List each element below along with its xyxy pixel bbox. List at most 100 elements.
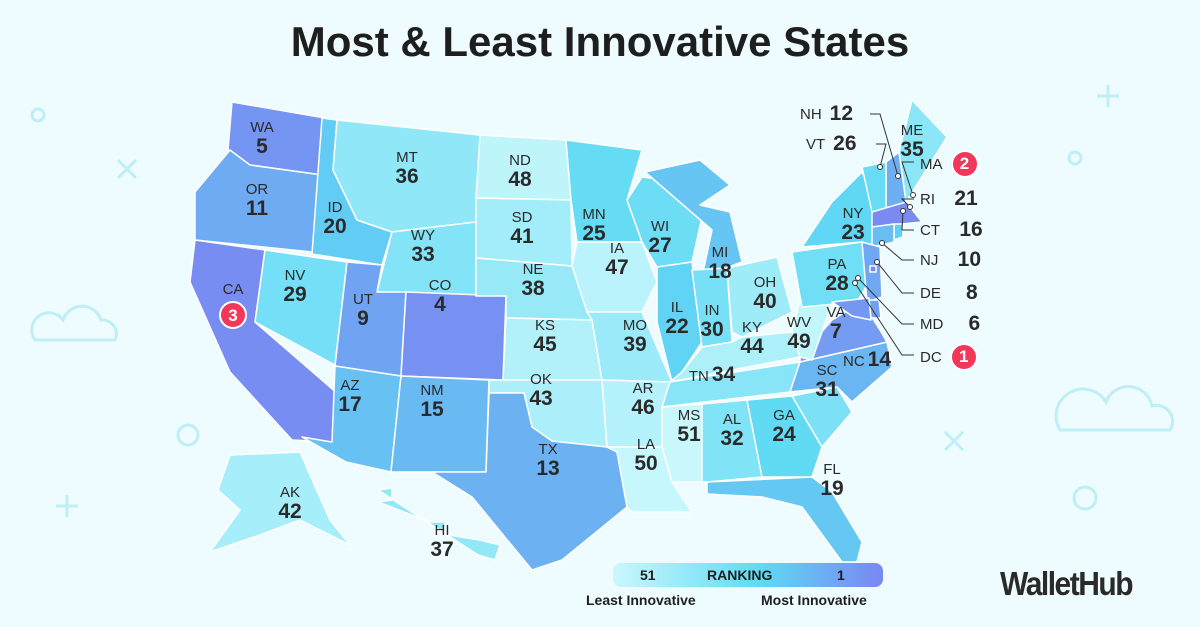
state-rank: 29 [283, 283, 307, 306]
state-abbr: WV [786, 314, 812, 331]
state-abbr: AR [632, 380, 654, 397]
leader-dot [910, 192, 916, 198]
state-abbr: WY [410, 227, 436, 244]
state-label-or: OR 11 [246, 182, 269, 219]
state-abbr: CA [222, 281, 244, 298]
state-rank: 27 [648, 234, 672, 257]
state-abbr: WA [250, 119, 274, 136]
state-label-sd: SD 41 [510, 210, 533, 247]
state-rank: 4 [434, 293, 446, 316]
leader-dot [879, 240, 885, 246]
state-label-mo: MO 39 [623, 318, 647, 355]
state-rank: 16 [959, 218, 983, 241]
state-abbr: MO [622, 317, 648, 334]
state-abbr: IA [609, 240, 625, 257]
state-abbr: NE [522, 261, 544, 278]
leader-line [857, 277, 914, 325]
state-label-ne: NE 38 [521, 262, 544, 299]
cloud-deco [30, 304, 118, 342]
state-label-nd: ND 48 [508, 153, 531, 190]
leader-line [870, 113, 899, 177]
state-rank: 46 [631, 396, 655, 419]
state-abbr: RI [920, 190, 935, 208]
state-co [400, 291, 507, 381]
legend-low: 51 [640, 567, 656, 583]
state-abbr: MI [711, 244, 729, 261]
state-label-wy: WY 33 [411, 228, 435, 265]
state-label-vt: VT 26 [806, 132, 857, 156]
state-abbr: ID [327, 199, 343, 216]
state-abbr: KY [741, 319, 763, 336]
state-rank: 24 [772, 423, 796, 446]
state-label-il: IL 22 [665, 300, 688, 337]
leader-line [900, 198, 914, 208]
state-abbr: TN [688, 368, 709, 385]
leader-line [901, 210, 914, 231]
state-label-az: AZ 17 [338, 378, 361, 415]
state-abbr: FL [823, 461, 841, 478]
state-rank: 18 [708, 260, 732, 283]
state-rank: 42 [278, 500, 302, 523]
leader-dot [907, 204, 913, 210]
state-label-la: LA 50 [634, 437, 657, 474]
state-rank: 39 [623, 333, 647, 356]
state-label-id: ID 20 [323, 200, 346, 237]
state-label-mi: MI 18 [708, 245, 731, 282]
state-rank: 43 [529, 387, 553, 410]
state-rank: 25 [582, 222, 606, 245]
state-abbr: OK [530, 371, 552, 388]
state-label-ar: AR 46 [631, 381, 654, 418]
state-rank: 50 [634, 452, 658, 475]
state-label-ga: GA 24 [772, 408, 795, 445]
state-abbr: OH [753, 274, 777, 291]
state-rank: 38 [521, 277, 545, 300]
state-abbr: WI [650, 218, 670, 235]
state-abbr: SD [511, 209, 533, 226]
state-label-ky: KY 44 [740, 320, 763, 357]
state-abbr: VT [806, 135, 826, 153]
wallethub-logo: WalletHub [1000, 566, 1134, 603]
state-rank: 47 [605, 256, 629, 279]
circle-deco [30, 107, 46, 123]
leader-dot [855, 275, 861, 281]
state-rank: 31 [815, 378, 839, 401]
state-rank: 12 [829, 102, 854, 125]
state-hi [377, 487, 501, 561]
state-abbr: ME [900, 122, 924, 139]
state-label-va: VA 7 [827, 305, 846, 342]
state-label-nj: NJ 10 [920, 248, 982, 272]
state-sc [791, 386, 853, 448]
state-ms [661, 403, 703, 483]
legend-most: Most Innovative [761, 592, 867, 608]
leader-line [876, 143, 887, 168]
state-rank: 40 [753, 290, 777, 313]
rank-badge: 1 [949, 343, 978, 371]
state-abbr: SC [816, 362, 838, 379]
state-fl [706, 476, 863, 563]
state-rank: 5 [256, 135, 268, 158]
state-abbr: GA [773, 407, 795, 424]
state-label-ri: RI 21 [920, 187, 979, 211]
state-rank: 34 [711, 363, 736, 386]
state-label-wi: WI 27 [648, 219, 671, 256]
decorations [30, 85, 1175, 517]
state-rank: 20 [323, 215, 347, 238]
state-oh [726, 256, 793, 338]
state-ct [871, 223, 895, 248]
state-label-ct: CT 16 [920, 218, 984, 242]
state-rank: 13 [536, 457, 560, 480]
state-label-sc: SC 31 [815, 363, 838, 400]
state-abbr: MD [920, 315, 944, 333]
state-label-ms: MS 51 [677, 408, 700, 445]
state-dc [869, 265, 877, 273]
circle-deco [1072, 485, 1098, 511]
leader-dot [895, 173, 901, 179]
state-label-nm: NM 15 [420, 383, 443, 420]
state-rank: 9 [357, 307, 369, 330]
state-ak [209, 451, 351, 553]
state-label-fl: FL 19 [820, 462, 843, 499]
state-label-co: CO 4 [429, 278, 452, 315]
state-rank: 28 [825, 272, 849, 295]
